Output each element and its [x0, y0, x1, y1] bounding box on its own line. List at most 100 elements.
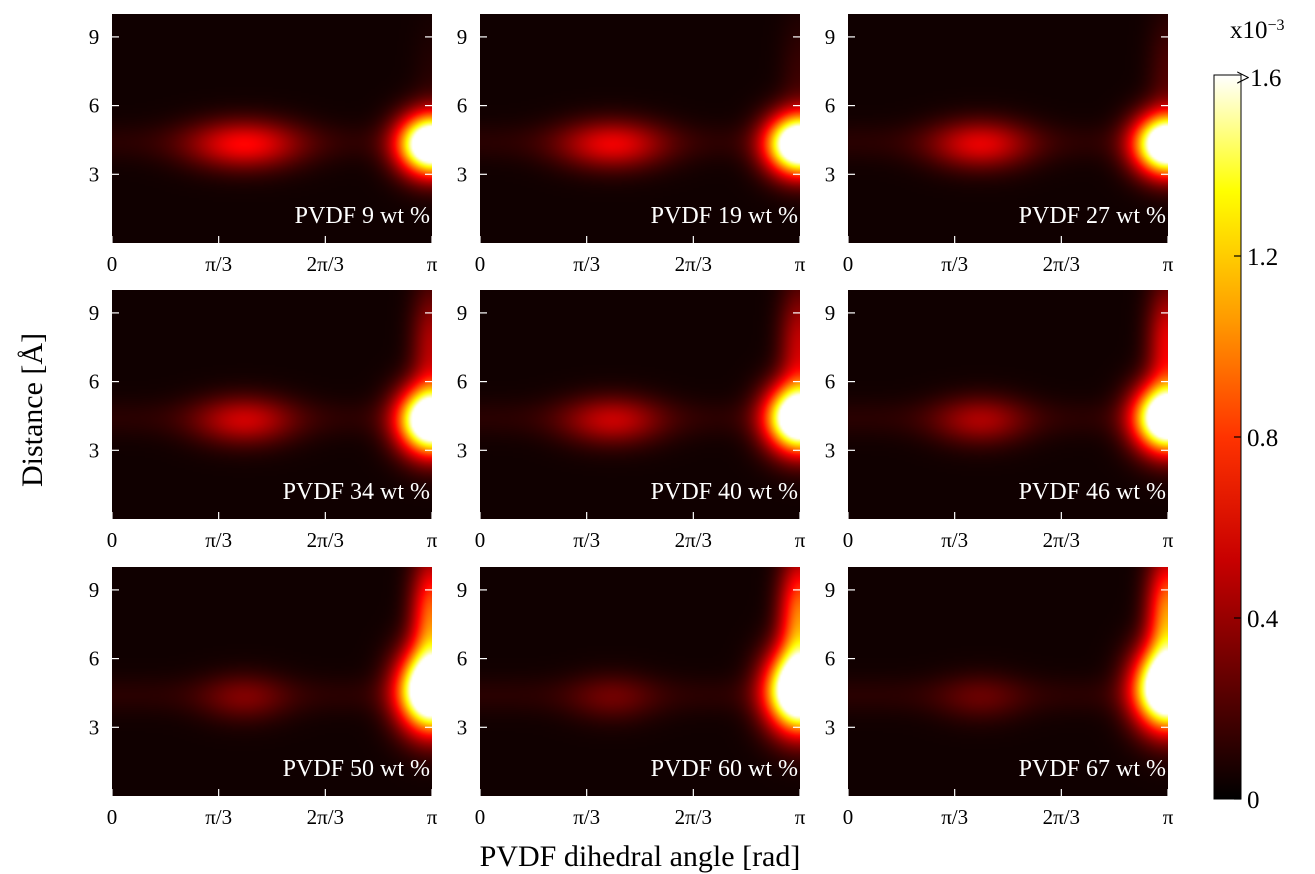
- y-tick-label: 9: [457, 301, 468, 325]
- x-tick-label: π/3: [941, 252, 968, 276]
- colorbar-tick-label: 0.4: [1247, 606, 1279, 633]
- x-tick-label: 2π/3: [307, 252, 344, 276]
- x-tick-label: 0: [843, 805, 854, 829]
- y-tick-label: 6: [457, 94, 468, 118]
- x-tick-label: 2π/3: [675, 805, 712, 829]
- x-tick-label: 0: [475, 528, 486, 552]
- y-tick-label: 3: [457, 162, 468, 186]
- y-tick-label: 9: [89, 25, 100, 49]
- y-tick-label: 6: [457, 647, 468, 671]
- x-tick-label: 0: [843, 252, 854, 276]
- x-tick-label: 2π/3: [307, 805, 344, 829]
- heatmap-image: [848, 14, 1168, 243]
- x-tick-label: π: [1163, 252, 1174, 276]
- x-tick-label: 2π/3: [675, 528, 712, 552]
- colorbar-exponent: x10−3: [1230, 17, 1285, 45]
- y-tick-label: 9: [825, 25, 836, 49]
- y-tick-label: 3: [457, 438, 468, 462]
- heatmap-panel: 3 6 9 0 π/3 2π/3 π PVDF 19 wt %: [457, 14, 806, 276]
- heatmap-panel: 3 6 9 0 π/3 2π/3 π PVDF 50 wt %: [89, 567, 438, 829]
- y-tick-label: 6: [825, 94, 836, 118]
- x-tick-label: π: [427, 528, 438, 552]
- x-tick-label: π: [1163, 528, 1174, 552]
- x-tick-label: 0: [475, 805, 486, 829]
- panel-grid: 3 6 9 0 π/3 2π/3 π PVDF 9 wt % 3 6 9 0 π/3 2π/3 π PVDF …: [89, 14, 1174, 829]
- panel-label: PVDF 27 wt %: [1019, 203, 1166, 229]
- y-tick-label: 6: [825, 370, 836, 394]
- colorbar-tick-label: 0: [1247, 787, 1260, 814]
- x-tick-label: π/3: [573, 805, 600, 829]
- x-tick-label: π/3: [573, 528, 600, 552]
- x-axis-title: PVDF dihedral angle [rad]: [480, 840, 801, 873]
- x-tick-label: π/3: [205, 805, 232, 829]
- x-tick-label: π/3: [941, 805, 968, 829]
- y-tick-label: 6: [89, 647, 100, 671]
- x-tick-label: π: [795, 252, 806, 276]
- heatmap-panel: 3 6 9 0 π/3 2π/3 π PVDF 46 wt %: [825, 290, 1174, 552]
- x-tick-label: 0: [107, 528, 118, 552]
- x-tick-label: π/3: [573, 252, 600, 276]
- y-tick-label: 9: [825, 301, 836, 325]
- x-tick-label: π/3: [941, 528, 968, 552]
- x-tick-label: π: [795, 528, 806, 552]
- heatmap-image: [112, 290, 432, 519]
- x-tick-label: π/3: [205, 252, 232, 276]
- y-tick-label: 3: [89, 438, 100, 462]
- y-axis-title: Distance [Å]: [16, 333, 49, 487]
- y-tick-label: 9: [457, 578, 468, 602]
- x-tick-label: π: [795, 805, 806, 829]
- heatmap-panel: 3 6 9 0 π/3 2π/3 π PVDF 9 wt %: [89, 14, 438, 276]
- panel-label: PVDF 19 wt %: [651, 203, 798, 229]
- x-tick-label: 0: [843, 528, 854, 552]
- x-tick-label: 2π/3: [1043, 252, 1080, 276]
- panel-label: PVDF 9 wt %: [295, 203, 430, 229]
- heatmap-panel: 3 6 9 0 π/3 2π/3 π PVDF 67 wt %: [825, 567, 1174, 829]
- y-tick-label: 3: [89, 162, 100, 186]
- heatmap-panel: 3 6 9 0 π/3 2π/3 π PVDF 27 wt %: [825, 14, 1174, 276]
- y-tick-label: 3: [825, 715, 836, 739]
- heatmap-panel: 3 6 9 0 π/3 2π/3 π PVDF 40 wt %: [457, 290, 806, 552]
- colorbar-tick-label: 0.8: [1247, 425, 1278, 452]
- y-tick-label: 6: [457, 370, 468, 394]
- x-tick-label: 2π/3: [1043, 805, 1080, 829]
- colorbar-max-label: >1.6: [1236, 65, 1281, 92]
- y-tick-label: 9: [457, 25, 468, 49]
- heatmap-image: [112, 567, 432, 796]
- panel-label: PVDF 50 wt %: [283, 756, 430, 782]
- y-tick-label: 3: [825, 438, 836, 462]
- x-tick-label: 2π/3: [675, 252, 712, 276]
- y-tick-label: 3: [89, 715, 100, 739]
- x-tick-label: 0: [107, 805, 118, 829]
- panel-label: PVDF 60 wt %: [651, 756, 798, 782]
- y-tick-label: 3: [825, 162, 836, 186]
- x-tick-label: π/3: [205, 528, 232, 552]
- y-tick-label: 9: [89, 301, 100, 325]
- panel-label: PVDF 34 wt %: [283, 479, 430, 505]
- y-tick-label: 9: [825, 578, 836, 602]
- heatmap-image: [848, 567, 1168, 796]
- heatmap-image: [480, 14, 800, 243]
- y-tick-label: 9: [89, 578, 100, 602]
- x-tick-label: π: [427, 252, 438, 276]
- x-tick-label: 2π/3: [307, 528, 344, 552]
- heatmap-panel: 3 6 9 0 π/3 2π/3 π PVDF 34 wt %: [89, 290, 438, 552]
- y-tick-label: 6: [89, 370, 100, 394]
- x-tick-label: π: [427, 805, 438, 829]
- heatmap-image: [480, 567, 800, 796]
- colorbar: x10−3 >1.6 0 0.4 0.8 1.2: [1213, 17, 1285, 814]
- x-tick-label: 0: [107, 252, 118, 276]
- y-tick-label: 6: [825, 647, 836, 671]
- x-tick-label: 2π/3: [1043, 528, 1080, 552]
- colorbar-tick-label: 1.2: [1247, 244, 1278, 271]
- x-tick-label: π: [1163, 805, 1174, 829]
- y-tick-label: 3: [457, 715, 468, 739]
- heatmap-image: [112, 14, 432, 243]
- heatmap-panel: 3 6 9 0 π/3 2π/3 π PVDF 60 wt %: [457, 567, 806, 829]
- panel-label: PVDF 46 wt %: [1019, 479, 1166, 505]
- x-tick-label: 0: [475, 252, 486, 276]
- panel-label: PVDF 67 wt %: [1019, 756, 1166, 782]
- heatmap-image: [848, 290, 1168, 519]
- y-tick-label: 6: [89, 94, 100, 118]
- panel-label: PVDF 40 wt %: [651, 479, 798, 505]
